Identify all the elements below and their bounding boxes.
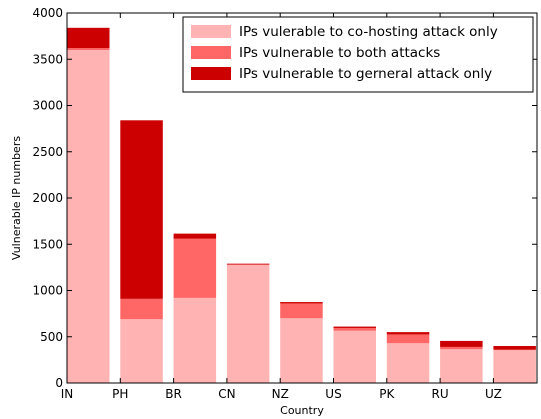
- legend: IPs vulerable to co-hosting attack only I…: [182, 16, 534, 93]
- bar-segment-nz-s3: [280, 302, 323, 304]
- legend-swatch: [191, 67, 231, 80]
- y-tick-label: 500: [40, 330, 63, 344]
- legend-label: IPs vulnerable to both attacks: [239, 45, 440, 61]
- x-tick-label: PK: [379, 387, 395, 401]
- bar-segment-nz-s2: [280, 303, 323, 319]
- legend-label: IPs vulerable to co-hosting attack only: [239, 24, 498, 40]
- bar-segment-us-s3: [333, 326, 376, 328]
- bar-segment-ru-s3: [440, 340, 483, 347]
- x-tick-label: BR: [165, 387, 182, 401]
- ticks-layer: 0 500 1000 1500 2000 2500 3000 3500 4000 IN PH BR CN…: [32, 6, 537, 401]
- bars-layer: [67, 27, 536, 383]
- x-tick-label: US: [325, 387, 341, 401]
- legend-swatch: [191, 25, 231, 38]
- y-tick-label: 1000: [32, 284, 63, 298]
- bar-segment-in-s2: [67, 48, 110, 50]
- bar-segment-ru-s1: [440, 349, 483, 383]
- bar-segment-us-s2: [333, 327, 376, 331]
- y-tick-label: 2000: [32, 191, 63, 205]
- bar-segment-pk-s3: [386, 332, 430, 335]
- bar-segment-br-s2: [173, 238, 217, 298]
- y-axis-label: Vulnerable IP numbers: [10, 136, 23, 260]
- bar-segment-cn-s1: [226, 264, 270, 383]
- bar-segment-ph-s3: [120, 120, 163, 299]
- bar-segment-uz-s3: [493, 346, 536, 350]
- x-tick-label: UZ: [485, 387, 502, 401]
- x-tick-label: NZ: [272, 387, 289, 401]
- x-tick-label: IN: [61, 387, 74, 401]
- legend-label: IPs vulnerable to gerneral attack only: [239, 66, 492, 82]
- bar-segment-us-s1: [333, 330, 376, 383]
- x-tick-label: RU: [432, 387, 449, 401]
- y-tick-label: 3500: [32, 52, 63, 66]
- x-tick-label: PH: [112, 387, 128, 401]
- legend-swatch: [191, 46, 231, 59]
- bar-segment-pk-s1: [386, 343, 430, 383]
- bar-segment-uz-s1: [493, 350, 536, 383]
- bar-segment-cn-s3: [226, 263, 270, 265]
- bar-segment-ru-s2: [440, 346, 483, 350]
- bar-segment-pk-s2: [386, 334, 430, 344]
- bar-segment-in-s1: [67, 50, 110, 383]
- y-tick-label: 2500: [32, 145, 63, 159]
- bar-segment-ph-s1: [120, 319, 163, 383]
- y-tick-label: 4000: [32, 6, 63, 20]
- bar-segment-br-s1: [173, 297, 217, 383]
- bar-segment-in-s3: [67, 27, 110, 49]
- bar-segment-ph-s2: [120, 298, 163, 320]
- legend-box: [182, 16, 534, 93]
- y-tick-label: 1500: [32, 237, 63, 251]
- x-tick-label: CN: [218, 387, 235, 401]
- y-tick-label: 3000: [32, 99, 63, 113]
- x-axis-label: Country: [280, 404, 324, 417]
- bar-segment-br-s3: [173, 233, 217, 239]
- y-tick-label: 0: [55, 376, 63, 390]
- bar-segment-nz-s1: [280, 318, 323, 383]
